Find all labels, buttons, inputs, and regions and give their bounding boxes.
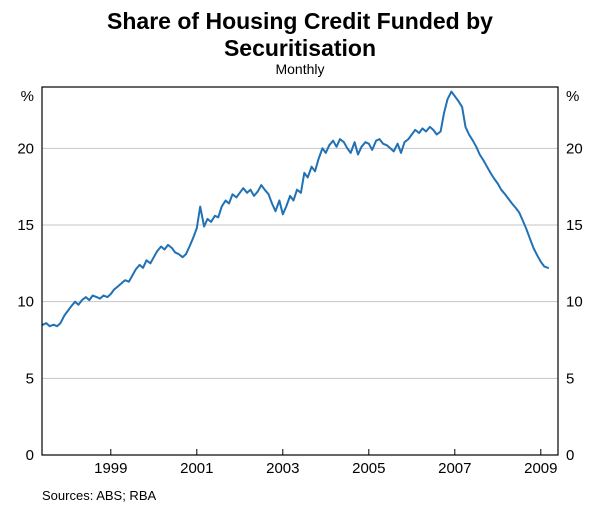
- y-axis-tick-label-left: 5: [26, 370, 34, 387]
- y-axis-tick-label-right: 5: [566, 370, 574, 387]
- y-axis-tick-label-left: 15: [17, 217, 34, 234]
- y-axis-unit-label-right: %: [566, 88, 579, 105]
- y-axis-tick-label-right: 10: [566, 294, 583, 311]
- x-axis-tick-label: 2005: [352, 460, 385, 477]
- y-axis-tick-label-left: 20: [17, 140, 34, 157]
- y-axis-unit-label-left: %: [21, 88, 34, 105]
- chart-title: Share of Housing Credit Funded by Securi…: [107, 8, 493, 61]
- y-axis-tick-label-left: 0: [26, 447, 34, 464]
- x-axis-tick-label: 2009: [524, 460, 557, 477]
- x-axis-tick-label: 2003: [266, 460, 299, 477]
- chart-subtitle: Monthly: [275, 61, 325, 77]
- plot-border: [41, 86, 559, 456]
- x-axis-tick-label: 2001: [180, 460, 213, 477]
- series-line: [41, 90, 550, 328]
- line-chart: 0 0 5 5 10 10 15 15 20 20% % 1999 2001 2003 2005 2007 20…: [17, 86, 583, 477]
- sources-note: Sources: ABS; RBA: [42, 488, 157, 503]
- x-axis-tick-label: 1999: [94, 460, 127, 477]
- x-axis-tick-label: 2007: [438, 460, 471, 477]
- y-axis-tick-label-left: 10: [17, 294, 34, 311]
- y-axis-tick-label-right: 15: [566, 217, 583, 234]
- y-axis-tick-label-right: 20: [566, 140, 583, 157]
- y-axis-tick-label-right: 0: [566, 447, 574, 464]
